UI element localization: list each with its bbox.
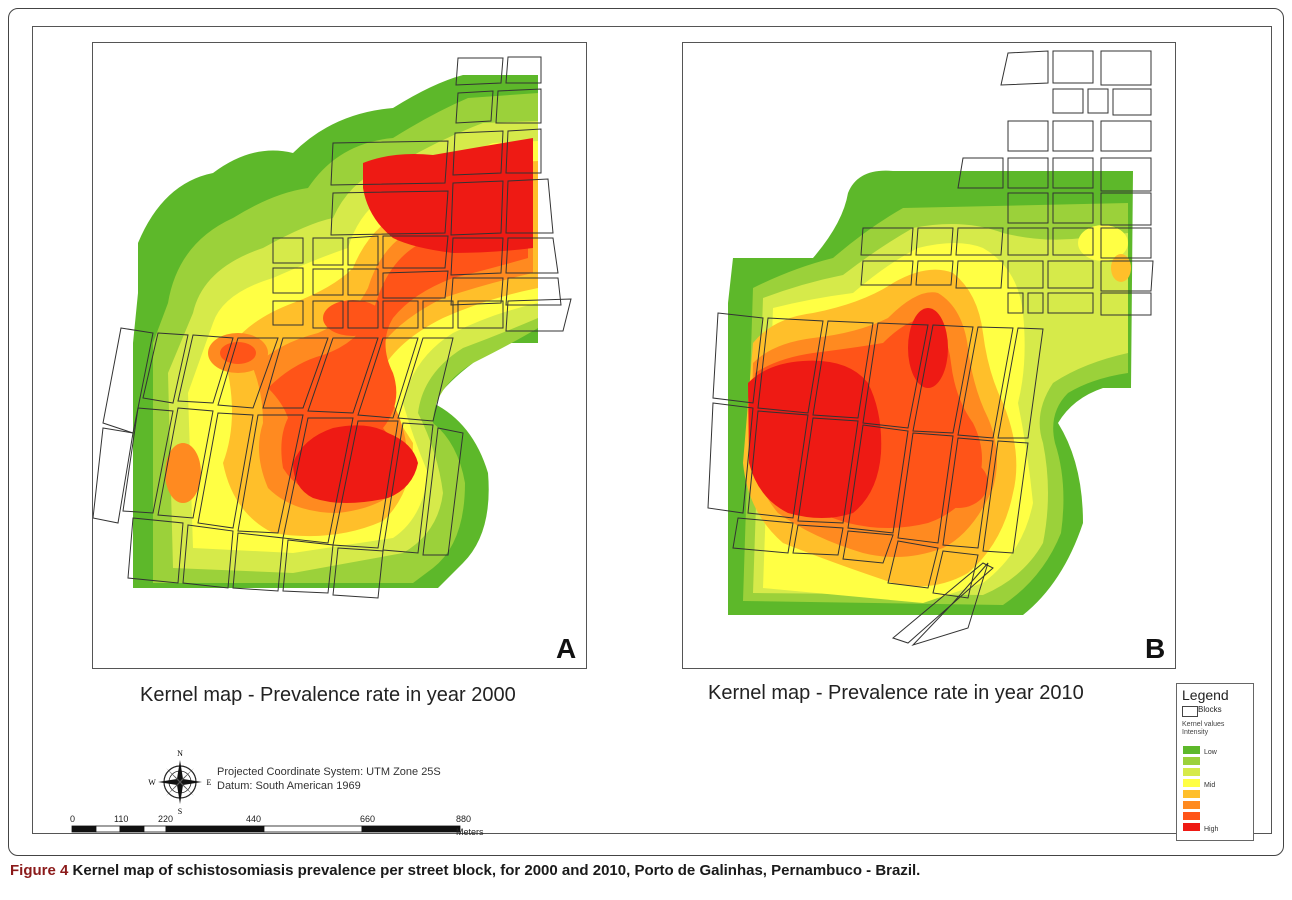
scale-segment [361,825,461,833]
map-panel-a: A [92,42,587,669]
caption-label: Figure 4 [10,862,69,879]
legend-swatch [1183,812,1200,820]
compass-e: E [207,778,212,787]
caption-text: Kernel map of schistosomiasis prevalence… [72,862,921,879]
scale-segment [71,825,97,833]
scale-tick-label: 110 [114,814,128,824]
scale-tick-labels: 0 110 220 440 660 880 [70,814,471,824]
legend-swatch [1183,779,1200,787]
legend-swatch [1183,823,1200,831]
legend-swatch [1183,801,1200,809]
panel-letter-a: A [556,633,577,664]
legend-swatch [1183,757,1200,765]
blocks-swatch [1182,706,1198,717]
scale-tick-label: 440 [246,814,261,824]
scale-segments [71,825,461,833]
scale-segment [95,825,121,833]
legend-class-label: Mid [1204,782,1216,789]
scale-segment [143,825,167,833]
map-panel-b: B [682,42,1176,669]
legend-title: Legend [1182,687,1229,703]
projection-line-2: Datum: South American 1969 [217,780,361,792]
panel-letter-b: B [1145,633,1166,664]
scale-segment [119,825,145,833]
intensity-label: Intensity [1182,729,1209,736]
map-legend: Legend Blocks Kernel values Intensity Lo… [1176,683,1254,841]
scale-segment [263,825,363,833]
kernel-map-2000 [93,56,572,599]
map-title-a: Kernel map - Prevalence rate in year 200… [140,684,516,706]
compass-w: W [148,778,156,787]
compass-s: S [178,807,182,816]
kernel-map-2010 [707,50,1154,647]
legend-class-label: High [1204,826,1219,833]
kernel-values-label: Kernel values [1182,721,1225,728]
legend-swatch [1183,790,1200,798]
scale-tick-label: 880 [456,814,471,824]
map-title-b: Kernel map - Prevalence rate in year 201… [708,682,1084,704]
compass-n: N [177,749,183,758]
blocks-label: Blocks [1198,705,1222,714]
scale-tick-label: 660 [360,814,375,824]
legend-swatch [1183,768,1200,776]
scale-bar: 0 110 220 440 660 880 Meters [70,814,484,837]
scale-unit: Meters [456,827,484,837]
legend-class-label: Low [1204,749,1217,756]
scale-segment [165,825,265,833]
legend-swatch [1183,746,1200,754]
scale-tick-label: 0 [70,814,75,824]
projection-line-1: Projected Coordinate System: UTM Zone 25… [217,766,441,778]
scale-tick-label: 220 [158,814,173,824]
figure-caption: Figure 4 Kernel map of schistosomiasis p… [10,862,1280,879]
compass-rose-icon: N S W E [148,749,212,816]
